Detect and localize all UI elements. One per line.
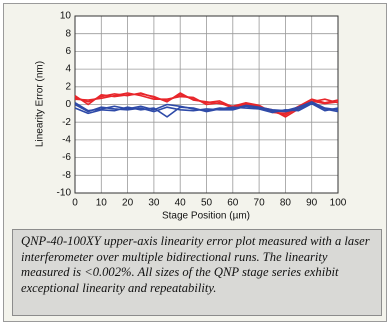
- y-tick-label: 10: [60, 11, 72, 22]
- y-tick-label: 2: [65, 81, 71, 92]
- data-line: [74, 101, 339, 112]
- x-tick-label: 0: [72, 198, 78, 209]
- data-line: [74, 92, 339, 118]
- y-tick-label: 4: [65, 64, 71, 75]
- y-tick-label: 8: [65, 28, 71, 39]
- x-tick-label: 50: [201, 198, 213, 209]
- y-tick-label: -4: [62, 135, 71, 146]
- caption: QNP-40-100XY upper-axis linearity error …: [12, 229, 382, 316]
- x-tick-label: 100: [330, 198, 347, 209]
- x-tick-label: 80: [280, 198, 292, 209]
- x-axis-label: Stage Position (µm): [162, 211, 250, 222]
- x-tick-label: 20: [122, 198, 134, 209]
- y-tick-label: 6: [65, 46, 71, 57]
- x-tick-label: 30: [148, 198, 160, 209]
- data-line: [74, 101, 339, 113]
- y-axis-label: Linearity Error (nm): [35, 61, 46, 147]
- x-tick-label: 40: [175, 198, 187, 209]
- x-tick-label: 90: [306, 198, 318, 209]
- x-tick-label: 60: [227, 198, 239, 209]
- y-tick-label: -6: [62, 152, 71, 163]
- y-tick-label: -8: [62, 170, 71, 181]
- y-tick-label: -2: [62, 117, 71, 128]
- chart: Stage Position (µm) Linearity Error (nm)…: [35, 11, 347, 222]
- x-tick-label: 10: [96, 198, 108, 209]
- y-tick-label: -10: [57, 188, 72, 199]
- x-tick-label: 70: [254, 198, 266, 209]
- y-tick-label: 0: [65, 99, 71, 110]
